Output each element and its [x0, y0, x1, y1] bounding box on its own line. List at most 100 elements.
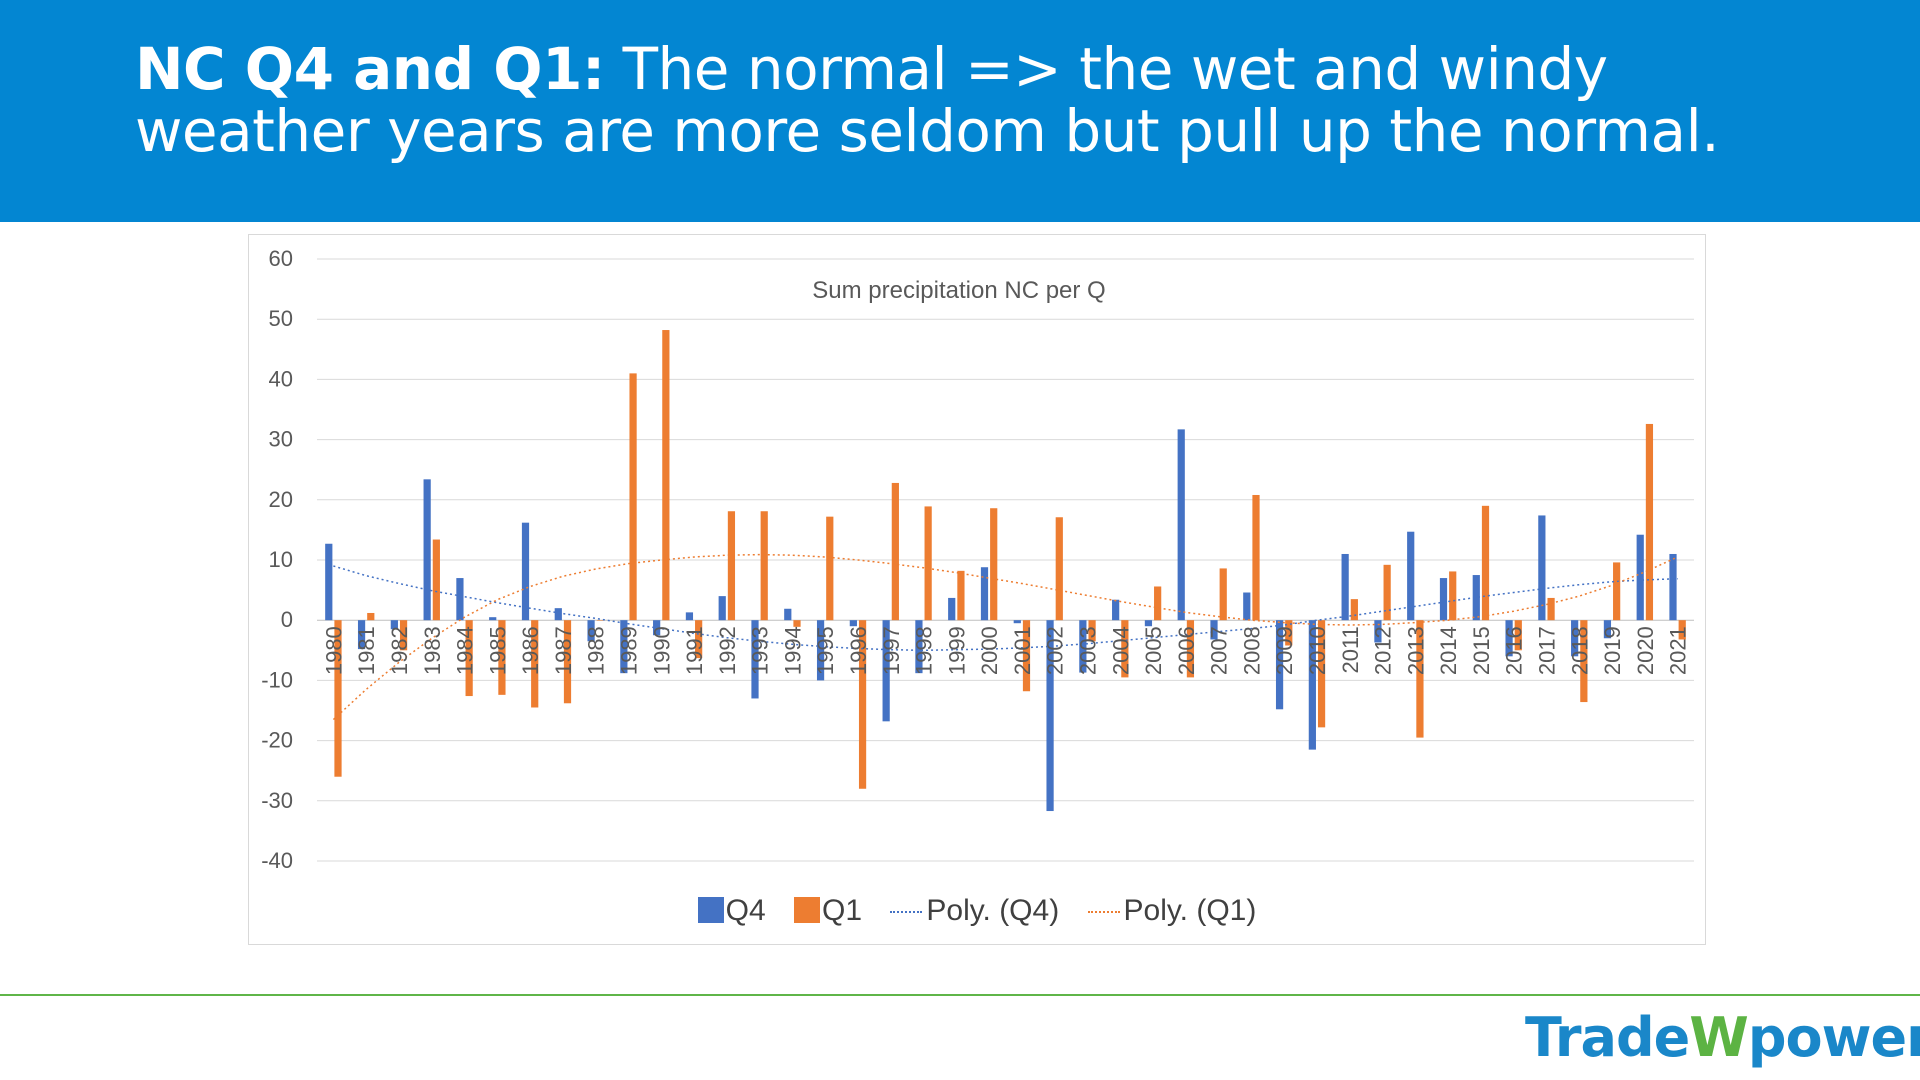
x-tick-label: 2000 [977, 626, 1002, 675]
bar-q4-1991 [685, 612, 694, 621]
bar-q4-1996 [849, 620, 857, 627]
bar-q1-2014 [1449, 571, 1457, 621]
bar-q1-1995 [826, 516, 834, 621]
y-tick-label: 0 [281, 607, 293, 632]
logo-part-trade: Trade [1525, 1006, 1690, 1069]
bar-q1-2007 [1219, 568, 1227, 621]
bar-q4-2005 [1144, 620, 1153, 627]
x-tick-label: 2009 [1272, 626, 1297, 675]
y-tick-label: -20 [261, 728, 293, 753]
x-tick-label: 2015 [1469, 626, 1494, 675]
x-tick-label: 1982 [387, 626, 412, 675]
bar-q4-1986 [521, 522, 530, 621]
bar-q1-2021 [1678, 620, 1686, 640]
x-tick-label: 2016 [1502, 626, 1527, 675]
legend-q1-swatch [794, 897, 821, 924]
bar-q1-2010 [1317, 620, 1326, 728]
bar-q4-1995 [816, 620, 825, 681]
bar-q1-1985 [498, 620, 506, 695]
x-tick-label: 2013 [1403, 626, 1428, 675]
x-tick-label: 1989 [617, 626, 642, 675]
x-tick-label: 1992 [715, 626, 740, 675]
bar-q4-1994 [784, 608, 792, 621]
y-tick-label: 20 [269, 487, 293, 512]
bar-q1-2018 [1580, 620, 1588, 703]
bar-q4-2019 [1603, 620, 1612, 639]
bar-q1-2002 [1055, 517, 1063, 621]
x-tick-label: 2018 [1567, 626, 1592, 675]
bar-q1-1998 [924, 506, 932, 621]
bar-q1-2004 [1121, 620, 1129, 678]
x-tick-label: 1993 [748, 626, 773, 675]
bar-q4-2004 [1112, 599, 1120, 621]
bar-q4-1993 [751, 620, 759, 699]
legend-poly-q1: Poly. (Q1) [1087, 894, 1256, 928]
bar-q4-2011 [1341, 553, 1349, 621]
bar-q1-1981 [367, 612, 375, 621]
legend-poly-q4-label: Poly. (Q4) [926, 894, 1060, 928]
bar-q4-2014 [1439, 578, 1448, 621]
bar-q4-2013 [1407, 531, 1415, 621]
legend-q4-swatch [697, 897, 724, 924]
bar-q1-2017 [1547, 597, 1555, 621]
bar-q4-1989 [620, 620, 628, 674]
x-tick-label: 2005 [1141, 626, 1166, 675]
chart-legend: Q4 Q1 Poly. (Q4) Poly. (Q1) [249, 893, 1705, 928]
x-tick-label: 2003 [1076, 626, 1101, 675]
x-tick-label: 2019 [1600, 626, 1625, 675]
x-tick-label: 2017 [1535, 626, 1560, 675]
bar-q1-1997 [891, 482, 899, 621]
x-tick-label: 1991 [682, 626, 707, 675]
bar-q4-2016 [1505, 620, 1513, 657]
bar-q4-2001 [1013, 620, 1021, 624]
bar-q4-2015 [1472, 575, 1480, 621]
x-tick-label: 1980 [321, 626, 346, 675]
trendline-q1 [332, 553, 1678, 721]
x-tick-label: 2020 [1633, 626, 1658, 675]
title-banner: NC Q4 and Q1: The normal => the wet and … [0, 0, 1920, 222]
bar-q1-1984 [465, 620, 473, 697]
bar-q1-1993 [760, 511, 768, 621]
x-tick-label: 2011 [1338, 626, 1363, 673]
footer-divider [0, 994, 1920, 996]
bar-q1-2003 [1088, 620, 1096, 642]
bar-q4-2009 [1275, 620, 1284, 710]
x-tick-label: 2006 [1174, 626, 1199, 675]
y-tick-label: 60 [269, 246, 293, 271]
bar-q4-2018 [1571, 620, 1579, 657]
x-tick-label: 2008 [1239, 626, 1264, 675]
bar-q4-1990 [653, 620, 661, 636]
bar-q4-1985 [489, 617, 497, 621]
bar-q4-1982 [390, 620, 398, 630]
bar-q4-1983 [423, 479, 431, 621]
bar-q1-1996 [858, 620, 867, 789]
bar-q1-2009 [1285, 620, 1293, 646]
bar-q1-2011 [1350, 599, 1358, 621]
bar-q4-1992 [718, 596, 726, 621]
legend-poly-q4: Poly. (Q4) [890, 894, 1059, 928]
bar-q4-2006 [1177, 429, 1185, 621]
bar-q4-2020 [1636, 534, 1644, 621]
x-tick-label: 1983 [420, 626, 445, 675]
x-tick-label: 1995 [813, 626, 838, 675]
bar-q1-1983 [432, 539, 440, 621]
x-tick-label: 1981 [354, 626, 379, 675]
x-tick-label: 1986 [518, 626, 543, 675]
x-tick-label: 1988 [584, 626, 609, 675]
x-tick-label: 2012 [1371, 626, 1396, 675]
bar-q4-1980 [325, 543, 333, 621]
chart-title: Sum precipitation NC per Q [812, 277, 1106, 304]
bar-q1-2006 [1186, 620, 1195, 678]
legend-q1: Q1 [794, 894, 862, 928]
bar-q1-1992 [727, 511, 736, 621]
x-tick-label: 1997 [879, 626, 904, 675]
bar-q4-1984 [456, 578, 464, 621]
legend-poly-q1-line [1087, 911, 1120, 914]
bar-q4-1998 [915, 620, 923, 674]
y-tick-label: 10 [269, 547, 293, 572]
x-tick-label: 1985 [485, 626, 510, 675]
legend-poly-q4-line [890, 911, 923, 914]
bar-q1-2016 [1514, 620, 1522, 651]
bar-q1-2015 [1481, 505, 1490, 621]
bar-q4-2012 [1374, 620, 1382, 643]
